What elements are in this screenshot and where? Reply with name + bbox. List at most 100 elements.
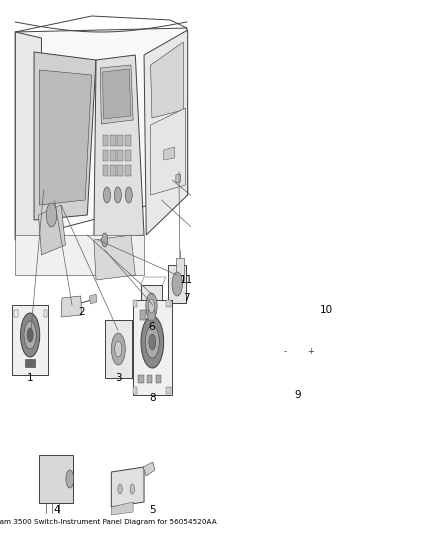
Polygon shape (105, 320, 132, 378)
Polygon shape (15, 28, 188, 240)
Polygon shape (307, 285, 312, 303)
Polygon shape (156, 375, 161, 383)
Polygon shape (285, 285, 289, 303)
Polygon shape (125, 165, 131, 176)
Polygon shape (279, 340, 290, 362)
Polygon shape (164, 147, 175, 160)
Circle shape (146, 293, 157, 319)
Polygon shape (133, 300, 172, 395)
Circle shape (103, 187, 110, 203)
Polygon shape (176, 258, 184, 280)
Polygon shape (144, 30, 188, 235)
Polygon shape (89, 294, 97, 304)
Text: 11: 11 (180, 275, 194, 285)
Circle shape (27, 328, 33, 342)
Circle shape (172, 272, 183, 296)
Polygon shape (140, 310, 146, 320)
Polygon shape (61, 296, 81, 317)
Polygon shape (117, 150, 123, 161)
Circle shape (148, 299, 155, 313)
Text: 2: 2 (79, 307, 85, 317)
Circle shape (141, 316, 164, 368)
Polygon shape (111, 502, 133, 515)
Polygon shape (151, 42, 184, 118)
Text: +: + (307, 348, 314, 357)
Polygon shape (270, 280, 325, 308)
Circle shape (149, 334, 156, 350)
Polygon shape (39, 70, 92, 205)
Circle shape (118, 484, 122, 494)
Polygon shape (102, 165, 108, 176)
Polygon shape (273, 285, 278, 303)
Polygon shape (166, 300, 171, 307)
Polygon shape (64, 298, 81, 310)
Polygon shape (293, 340, 304, 362)
Text: 8: 8 (149, 393, 156, 403)
Text: -: - (283, 348, 286, 357)
Polygon shape (151, 108, 186, 195)
Polygon shape (34, 52, 96, 220)
Text: 7: 7 (184, 293, 190, 303)
Polygon shape (319, 285, 323, 303)
Polygon shape (176, 174, 180, 183)
Polygon shape (102, 69, 131, 119)
Text: 4: 4 (53, 505, 60, 515)
Polygon shape (275, 328, 321, 393)
Text: 5: 5 (149, 505, 156, 515)
Circle shape (46, 203, 57, 227)
Polygon shape (102, 150, 108, 161)
Polygon shape (94, 55, 144, 240)
Text: 2014 Ram 3500 Switch-Instrument Panel Diagram for 56054520AA: 2014 Ram 3500 Switch-Instrument Panel Di… (0, 519, 217, 525)
Text: 1: 1 (27, 373, 33, 383)
Polygon shape (148, 310, 155, 320)
Polygon shape (12, 305, 48, 375)
Polygon shape (125, 150, 131, 161)
Polygon shape (102, 135, 108, 146)
Polygon shape (279, 285, 283, 303)
Polygon shape (290, 285, 295, 303)
Polygon shape (39, 205, 65, 255)
Polygon shape (307, 368, 318, 390)
Polygon shape (15, 235, 144, 275)
Polygon shape (133, 387, 138, 394)
Circle shape (111, 333, 125, 365)
Polygon shape (110, 150, 116, 161)
Polygon shape (25, 359, 35, 367)
Polygon shape (100, 65, 133, 124)
Polygon shape (147, 375, 152, 383)
Text: 9: 9 (295, 390, 301, 400)
Polygon shape (166, 387, 171, 394)
Polygon shape (313, 285, 318, 303)
Polygon shape (143, 462, 155, 476)
Circle shape (24, 321, 36, 349)
Text: 10: 10 (320, 305, 333, 315)
Polygon shape (302, 285, 306, 303)
Polygon shape (39, 455, 73, 503)
Polygon shape (168, 265, 187, 303)
Circle shape (21, 313, 40, 357)
Circle shape (115, 341, 122, 357)
Polygon shape (307, 340, 318, 362)
Polygon shape (15, 32, 42, 240)
Text: 3: 3 (116, 373, 122, 383)
Circle shape (102, 233, 108, 247)
Polygon shape (111, 467, 144, 507)
Polygon shape (117, 135, 123, 146)
Polygon shape (133, 300, 138, 307)
Polygon shape (110, 165, 116, 176)
Polygon shape (94, 235, 135, 280)
Text: 6: 6 (148, 322, 155, 332)
Polygon shape (110, 135, 116, 146)
Circle shape (66, 470, 74, 488)
Polygon shape (141, 285, 162, 327)
Circle shape (125, 187, 132, 203)
Polygon shape (117, 165, 123, 176)
Polygon shape (279, 368, 290, 390)
Polygon shape (125, 135, 131, 146)
Circle shape (114, 187, 121, 203)
Polygon shape (293, 368, 304, 390)
Polygon shape (296, 285, 300, 303)
Circle shape (145, 326, 159, 358)
Circle shape (130, 484, 134, 494)
Polygon shape (138, 375, 144, 383)
